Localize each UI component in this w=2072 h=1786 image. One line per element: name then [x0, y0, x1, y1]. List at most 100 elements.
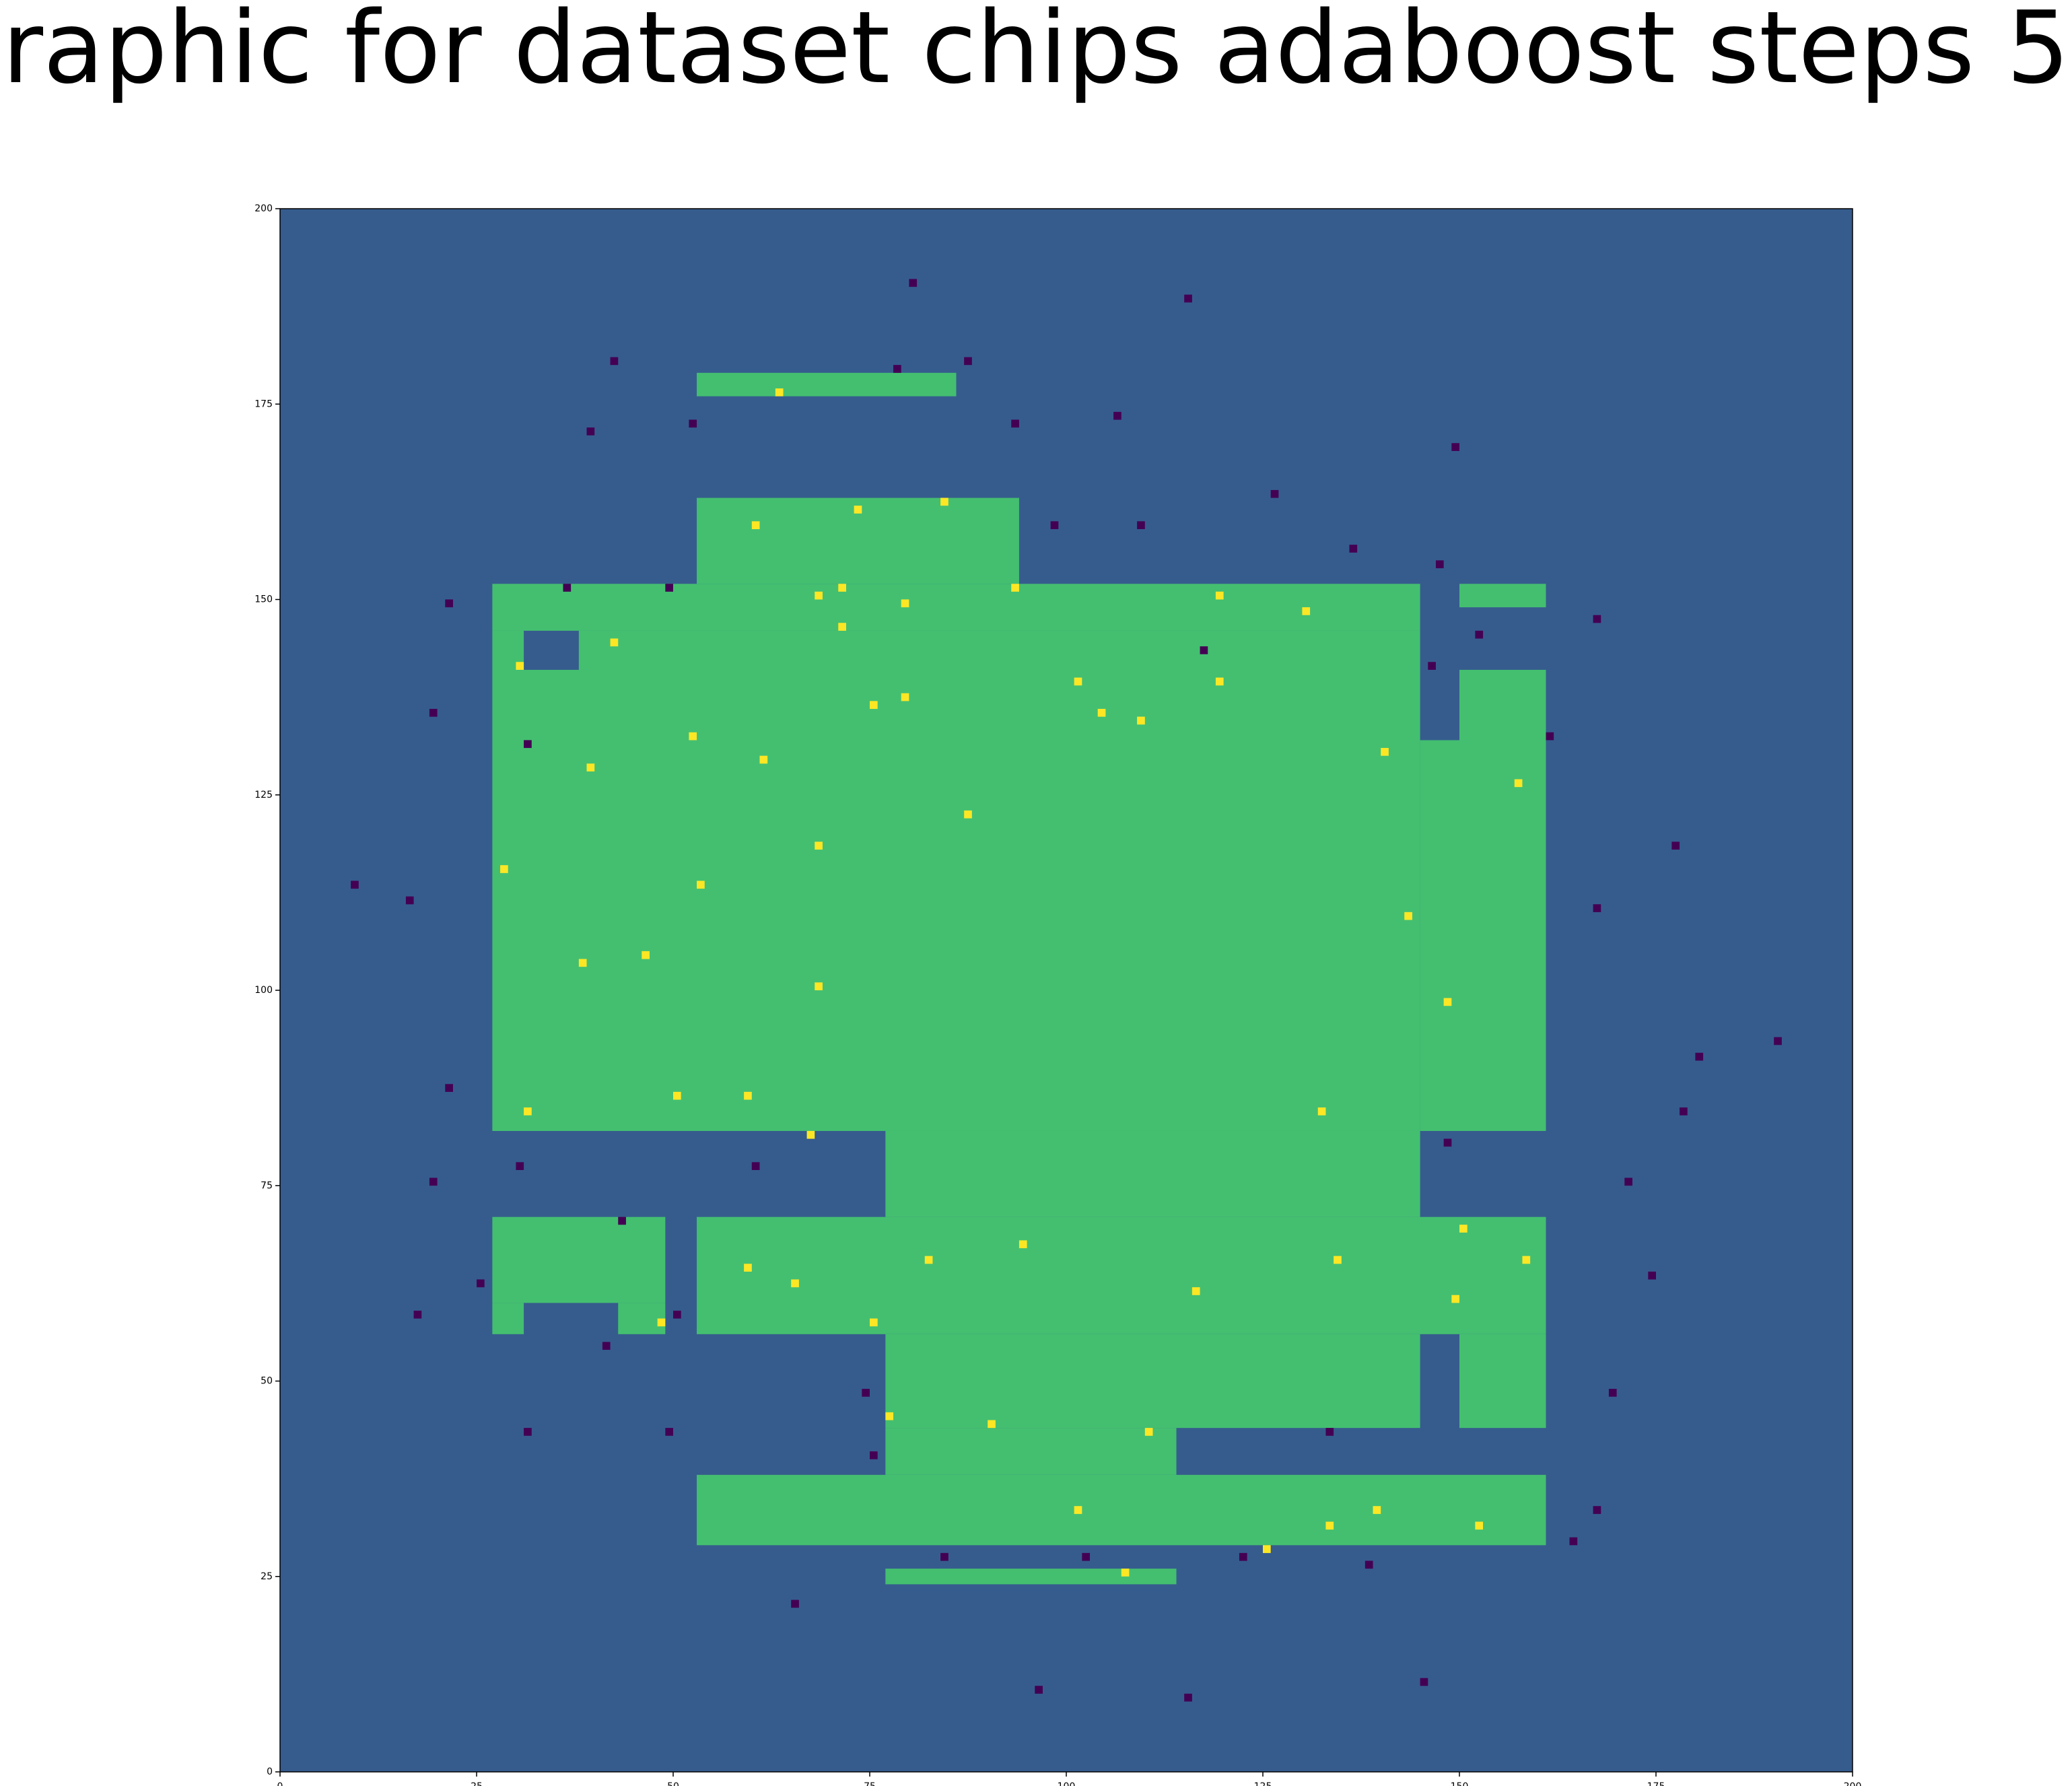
point: [1435, 560, 1444, 569]
point: [1349, 545, 1358, 553]
point: [1184, 294, 1192, 303]
point: [885, 1412, 894, 1420]
y-tick-label: 175: [254, 399, 273, 409]
point: [1451, 443, 1459, 451]
region: [1420, 740, 1546, 1131]
point: [744, 1264, 752, 1272]
point: [673, 1091, 681, 1100]
point: [1137, 521, 1145, 530]
point: [893, 365, 901, 373]
point: [477, 1279, 485, 1288]
point: [1011, 584, 1019, 592]
point: [901, 599, 909, 608]
point: [1443, 998, 1452, 1006]
point: [870, 1451, 878, 1459]
point: [524, 740, 532, 749]
y-tick-label: 75: [261, 1180, 273, 1191]
point: [1593, 904, 1601, 912]
point: [516, 1162, 524, 1171]
point: [838, 623, 846, 631]
point: [1082, 1552, 1091, 1561]
point: [516, 662, 524, 670]
point: [806, 1130, 815, 1139]
point: [964, 357, 972, 366]
point: [1546, 732, 1554, 741]
region: [492, 1303, 524, 1334]
point: [351, 881, 359, 889]
region: [697, 1474, 1546, 1546]
point: [815, 842, 823, 850]
point: [1695, 1052, 1704, 1061]
region: [1459, 1334, 1546, 1429]
point: [405, 896, 414, 905]
point: [1373, 1506, 1381, 1514]
point: [1365, 1560, 1373, 1569]
point: [1144, 1428, 1153, 1436]
point: [1113, 411, 1121, 420]
point: [524, 1107, 532, 1115]
point: [1593, 1506, 1601, 1514]
x-tick-label: 100: [1058, 1781, 1076, 1786]
region: [885, 1334, 1420, 1429]
region: [1459, 584, 1546, 608]
point: [1200, 646, 1208, 654]
point: [1215, 677, 1224, 686]
x-tick-label: 75: [864, 1781, 876, 1786]
point: [964, 810, 972, 819]
point: [909, 279, 918, 287]
point: [689, 419, 697, 428]
point: [815, 591, 823, 600]
point: [1569, 1537, 1578, 1546]
point: [854, 506, 862, 514]
point: [744, 1091, 752, 1100]
y-tick-label: 100: [254, 985, 273, 996]
point: [1325, 1521, 1334, 1530]
region: [885, 1130, 1420, 1217]
point: [673, 1310, 681, 1319]
point: [940, 1552, 948, 1561]
point: [524, 1428, 532, 1436]
point: [751, 521, 760, 530]
point: [1035, 1686, 1043, 1694]
x-tick-label: 175: [1647, 1781, 1665, 1786]
point: [1074, 677, 1082, 686]
point: [870, 1318, 878, 1327]
point: [1420, 1678, 1428, 1686]
point: [1192, 1287, 1200, 1295]
point: [1215, 591, 1224, 600]
y-tick-label: 0: [267, 1766, 273, 1777]
point: [901, 693, 909, 701]
point: [586, 763, 595, 771]
point: [578, 959, 587, 967]
region: [492, 669, 1420, 1131]
region: [885, 1569, 1177, 1585]
x-tick-label: 0: [277, 1781, 283, 1786]
point: [1475, 630, 1484, 639]
point: [689, 732, 697, 741]
point: [563, 584, 572, 592]
region: [492, 1216, 666, 1303]
point: [1097, 708, 1106, 717]
point: [1608, 1389, 1617, 1397]
point: [791, 1279, 799, 1288]
point: [1018, 1240, 1027, 1249]
point: [429, 1177, 438, 1186]
region: [697, 372, 957, 397]
point: [1270, 489, 1279, 498]
x-tick-label: 200: [1844, 1781, 1862, 1786]
point: [445, 599, 453, 608]
point: [1404, 912, 1412, 920]
point: [610, 357, 619, 366]
point: [1451, 1295, 1459, 1303]
point: [665, 584, 673, 592]
point: [657, 1318, 666, 1327]
point: [1317, 1107, 1326, 1115]
point: [1325, 1428, 1334, 1436]
y-tick-label: 150: [254, 594, 273, 605]
point: [1121, 1569, 1130, 1577]
point: [697, 881, 705, 889]
point: [1184, 1693, 1192, 1702]
x-tick-label: 25: [471, 1781, 483, 1786]
point: [1302, 607, 1311, 615]
point: [413, 1310, 422, 1319]
